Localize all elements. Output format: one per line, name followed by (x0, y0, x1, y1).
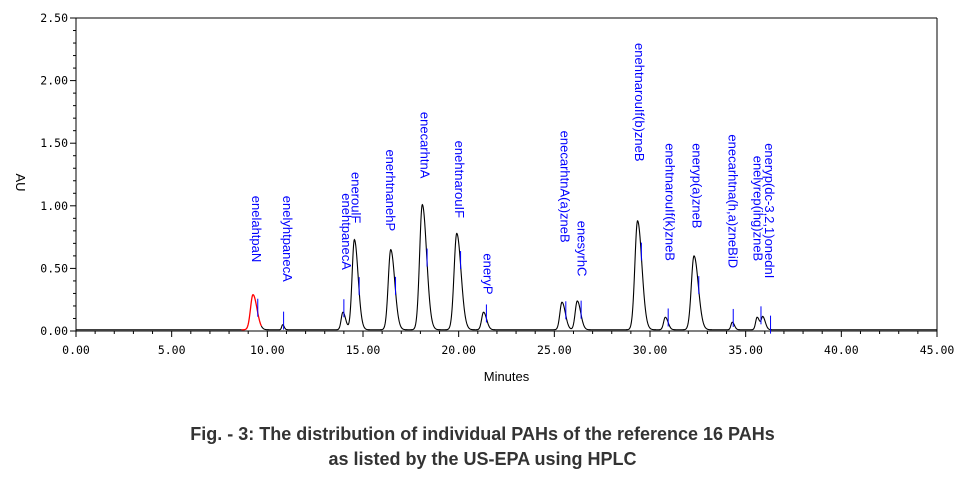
x-tick-label: 30.00 (633, 343, 668, 357)
peak-label: eneryP (481, 253, 496, 294)
peak-label: enelyhtpanecA (280, 196, 295, 282)
caption-line-2: as listed by the US-EPA using HPLC (328, 449, 637, 469)
peak-label: enelyrep(ihg)zneB (750, 156, 765, 262)
peak-label: enehtnarouIf(k)zneB (662, 143, 677, 261)
integration-markers (257, 242, 772, 334)
x-tick-label: 20.00 (441, 343, 476, 357)
peak-label: enehtnarouIf(b)zneB (632, 43, 647, 162)
peak-label: eneroulF (349, 172, 364, 223)
caption-line-1: Fig. - 3: The distribution of individual… (190, 424, 775, 444)
y-tick-label: 2.50 (40, 11, 68, 25)
peak-label: enecarhtnA (418, 112, 433, 179)
peak-label: enerhtnanehP (383, 149, 398, 231)
peak-label: enesyrhC (574, 221, 589, 277)
y-tick-label: 1.00 (40, 199, 68, 213)
x-tick-label: 15.00 (346, 343, 381, 357)
x-tick-label: 25.00 (537, 343, 572, 357)
y-axis-ticks: 0.00 0.50 1.00 1.50 2.00 2.50 (40, 11, 76, 338)
axes (75, 17, 938, 332)
x-tick-label: 40.00 (824, 343, 859, 357)
peak-label: enecarhtnA(a)zneB (557, 131, 572, 243)
chromatogram-trace (76, 203, 937, 331)
trace-segment (260, 203, 937, 331)
x-tick-label: 0.00 (62, 343, 90, 357)
y-axis-label: AU (13, 173, 28, 191)
peak-labels: enelahtpaN enelyhtpanecA enehtpanecAenerou… (249, 43, 777, 295)
peak-label: enelahtpaN (249, 196, 264, 263)
x-axis-label: Minutes (484, 369, 530, 384)
y-tick-label: 0.50 (40, 261, 68, 275)
y-tick-label: 1.50 (40, 136, 68, 150)
peak-label: enehtnarouIF (452, 141, 467, 218)
x-tick-label: 45.00 (920, 343, 955, 357)
peak-label: enecarhtna(h,a)zneBiD (726, 134, 741, 268)
peak-label: eneryp(dc-3,2,1)onednI (762, 143, 777, 278)
peak-label: eneryp(a)zneB (689, 143, 704, 228)
x-tick-label: 5.00 (158, 343, 186, 357)
trace-highlight-naphthalene (241, 293, 262, 331)
peak-label: enehtpanecA (339, 193, 354, 270)
figure-caption: Fig. - 3: The distribution of individual… (0, 422, 965, 472)
y-tick-label: 0.00 (40, 324, 68, 338)
x-tick-label: 35.00 (728, 343, 763, 357)
y-tick-label: 2.00 (40, 74, 68, 88)
x-axis-ticks: 0.00 5.00 10.00 15.00 20.00 25.00 30.00 35.00 40… (62, 331, 954, 357)
x-tick-label: 10.00 (250, 343, 285, 357)
chromatogram-chart: 0.00 5.00 10.00 15.00 20.00 25.00 30.00 35.00 40… (13, 11, 954, 384)
